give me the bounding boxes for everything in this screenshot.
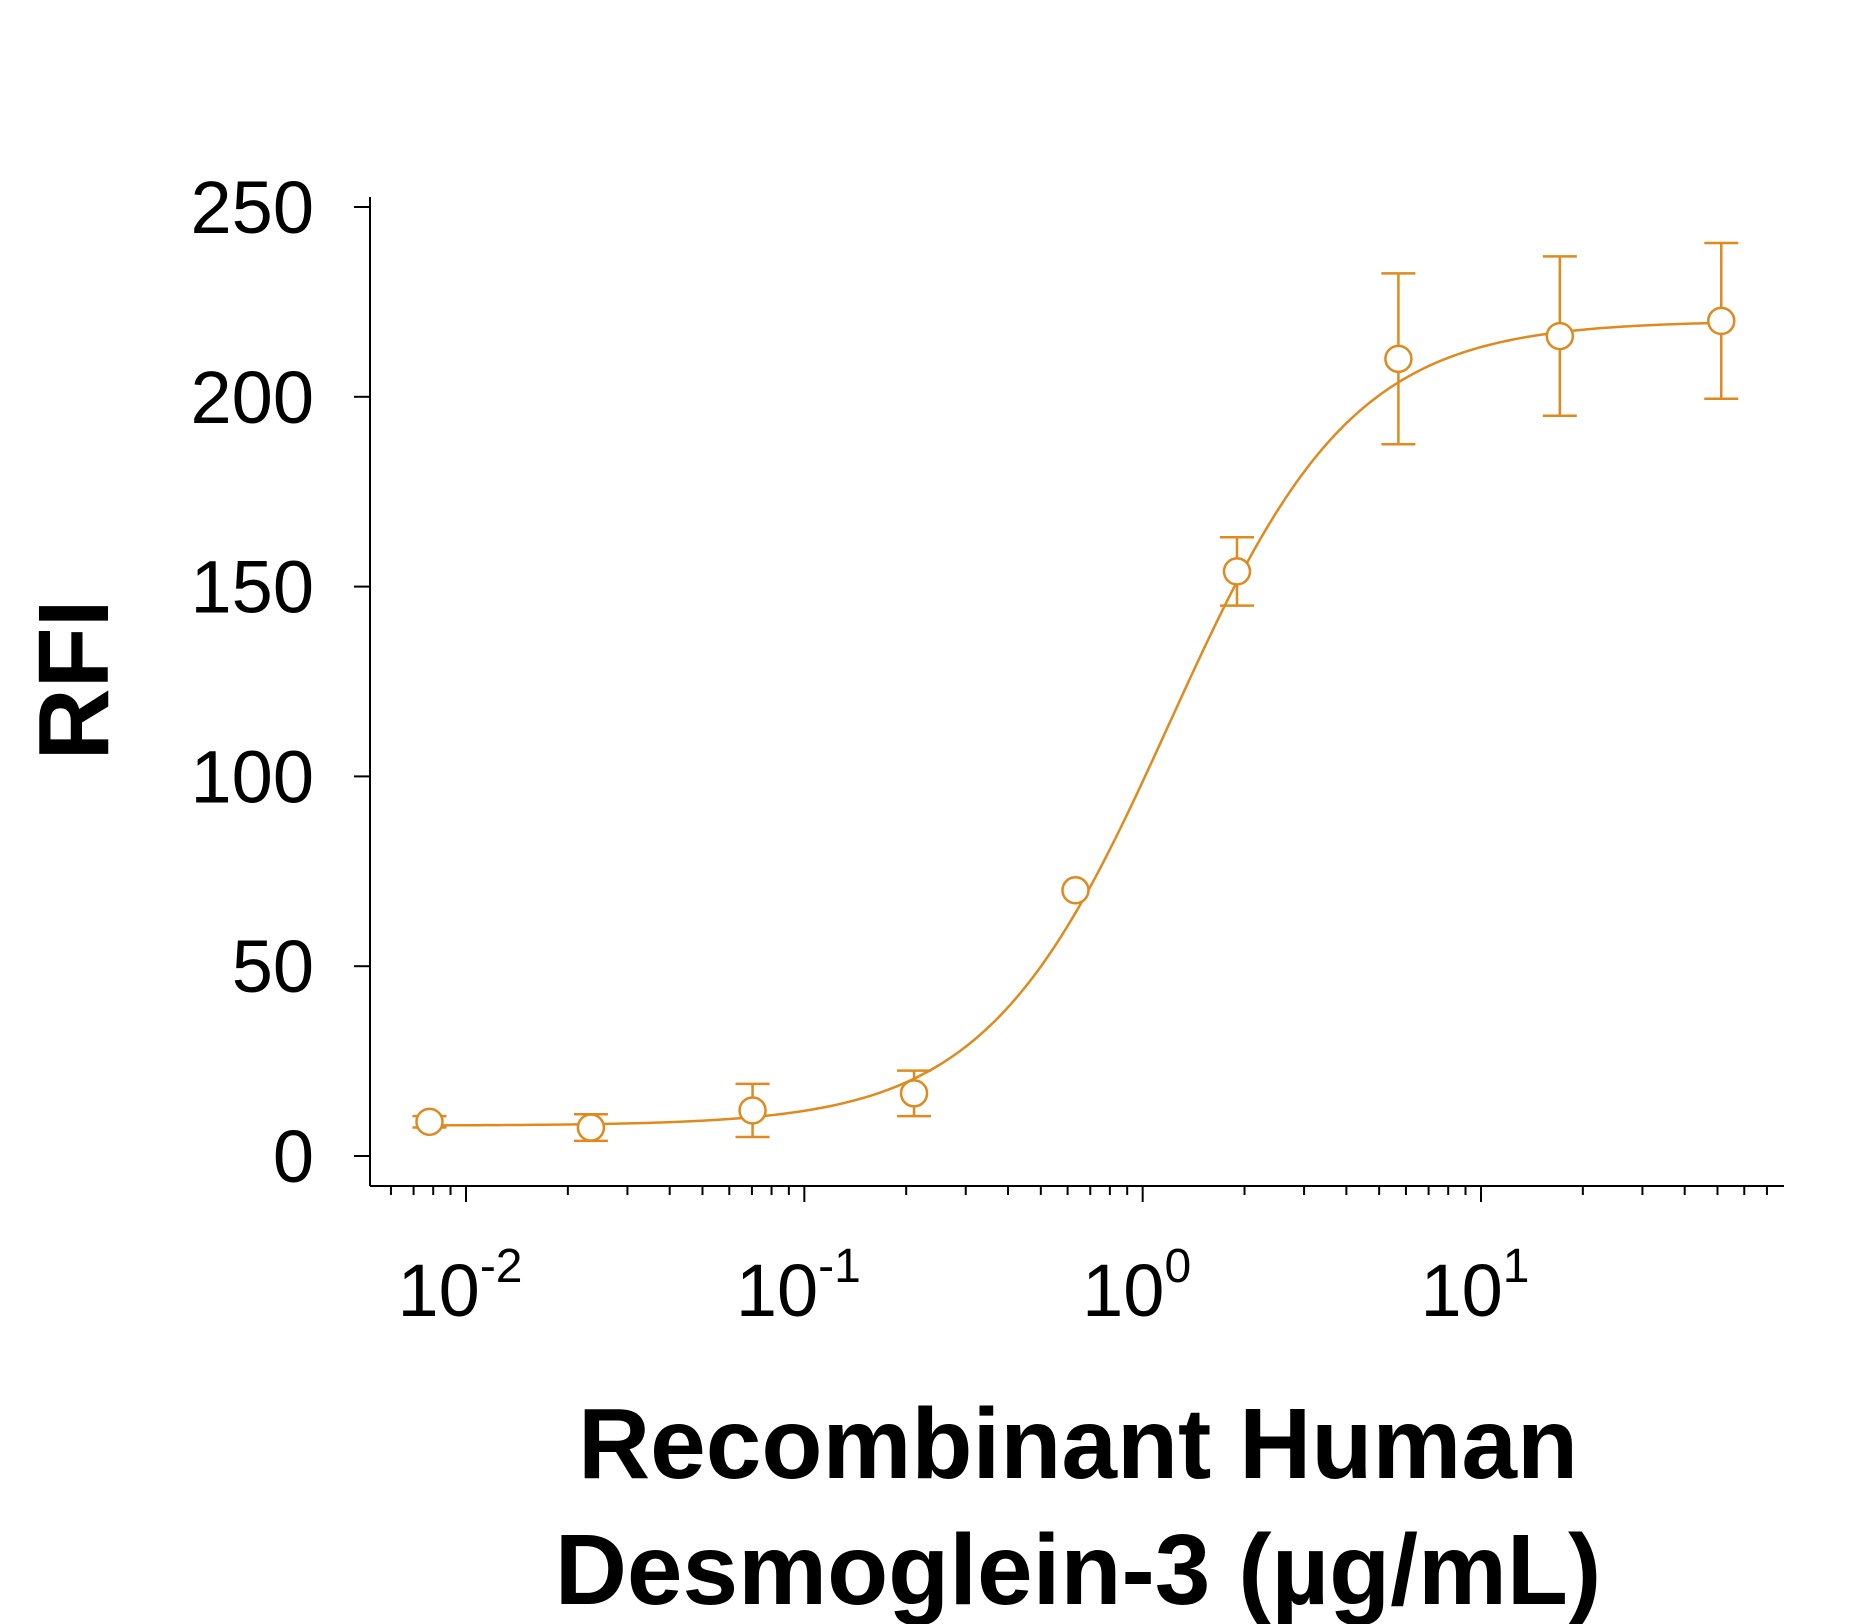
data-point [1061, 876, 1090, 905]
x-axis-title-line-2: Desmoglein-3 (µg/mL) [555, 1514, 1602, 1624]
data-point [415, 1107, 444, 1137]
y-tick-label: 250 [191, 166, 314, 249]
x-tick-label: 10-2 [398, 1240, 523, 1332]
data-point [1384, 344, 1413, 374]
x-tick-label: 100 [1082, 1240, 1191, 1332]
y-ticks: 0 50 100 150 200 250 [191, 166, 370, 1198]
y-axis: 0 50 100 150 200 250 [191, 166, 371, 1198]
data-point [576, 1113, 606, 1142]
data-point [1707, 306, 1736, 336]
data-point [899, 1079, 929, 1108]
y-tick-label: 200 [191, 356, 314, 439]
fit-curve [429, 321, 1722, 1127]
data-point [1545, 321, 1575, 351]
x-tick-label: 101 [1420, 1240, 1529, 1332]
x-tick-label: 10-1 [736, 1240, 861, 1332]
data-point [1222, 557, 1252, 586]
y-tick-label: 50 [232, 925, 314, 1008]
data-point [738, 1096, 767, 1125]
y-axis-title: RFI [18, 599, 130, 760]
data-points [412, 241, 1739, 1143]
x-ticks: 10-2 10-1 100 101 [389, 1186, 1768, 1332]
y-tick-label: 150 [191, 546, 314, 629]
y-tick-label: 0 [273, 1115, 314, 1198]
y-tick-label: 100 [191, 735, 314, 818]
x-axis-title-line-1: Recombinant Human [578, 1388, 1578, 1500]
x-axis: 10-2 10-1 100 101 [370, 1185, 1784, 1332]
